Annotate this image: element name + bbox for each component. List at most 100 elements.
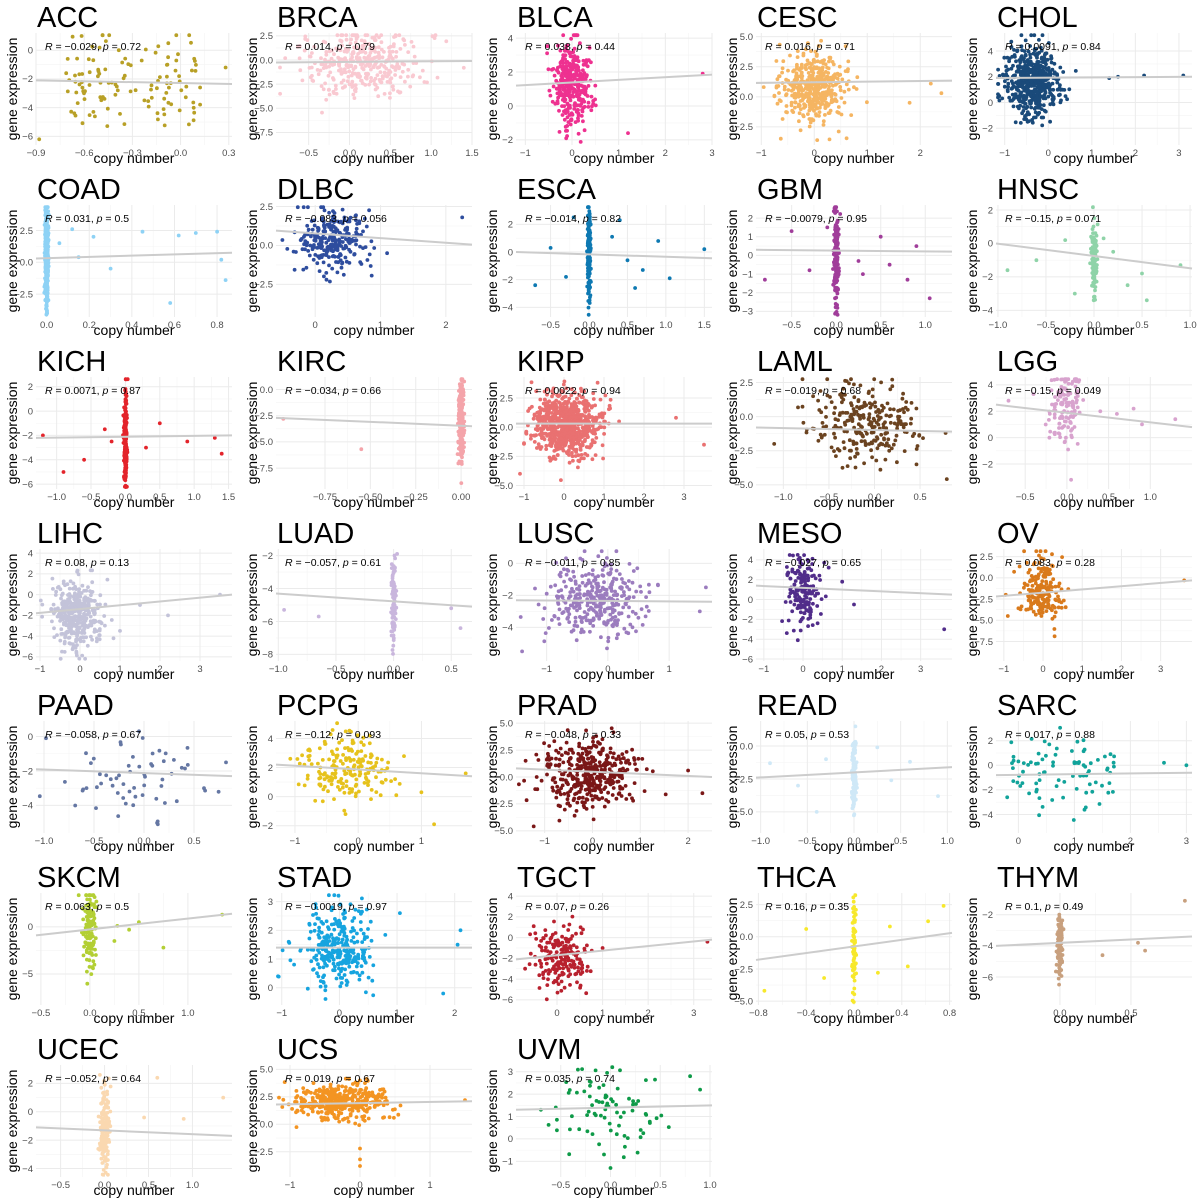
data-point [352,252,357,256]
data-point [1048,119,1052,124]
data-point [323,229,328,234]
panel-title: CESC [757,2,838,34]
data-point [382,64,386,69]
data-point [388,77,393,82]
data-point [583,62,588,67]
data-point [800,404,805,409]
data-point [833,302,838,306]
data-point [585,425,590,430]
data-point [839,112,844,117]
data-point [813,88,818,93]
data-point [579,73,583,77]
data-point [347,69,352,74]
data-point [912,431,917,436]
annotation-r-symbol: R [45,213,53,225]
data-point [44,246,48,251]
data-point [166,100,171,105]
data-point [1044,67,1049,72]
data-point [108,266,113,271]
data-point [189,40,193,45]
data-point [640,268,645,272]
data-point [849,377,853,382]
data-point [656,239,661,243]
data-point [817,110,822,114]
data-point [359,49,364,54]
data-point [560,77,565,82]
data-point [828,90,833,95]
data-point [564,129,568,133]
data-point [816,398,820,403]
data-point [1021,93,1026,98]
data-point [1052,415,1057,420]
data-point [795,55,800,59]
data-point [836,129,841,134]
data-point [125,377,130,382]
data-point [554,440,558,445]
data-point [336,254,341,259]
data-point [888,420,893,425]
data-point [772,442,777,446]
panel-title: BLCA [517,2,593,34]
data-point [927,296,932,301]
data-point [304,265,309,270]
data-point [806,112,810,116]
data-point [821,90,826,95]
data-point [792,92,797,96]
data-point [810,68,815,72]
data-point [840,410,845,415]
data-point [107,33,112,38]
data-point [388,96,392,100]
data-point [115,88,120,93]
data-point [550,438,555,443]
annotation-r-value: = −0.083, [293,213,343,225]
data-point [581,58,586,63]
data-point [581,68,585,73]
data-point [833,288,837,293]
data-point [312,44,317,49]
data-point [1067,87,1072,92]
data-point [382,50,386,54]
data-point [852,85,856,90]
data-point [72,111,77,116]
data-point [833,296,837,301]
points-coad [42,205,228,317]
data-point [1018,121,1023,125]
data-point [804,47,808,52]
data-point [587,46,592,50]
data-point [560,396,565,401]
data-point [459,481,464,485]
annotation-p-value: = 0.72 [109,41,142,53]
data-point [400,69,405,74]
panel-title: KIRP [517,346,585,378]
data-point [366,42,371,46]
data-point [457,430,462,435]
data-point [43,232,47,237]
data-point [1032,106,1037,111]
x-axis-label: copy number [334,150,415,166]
x-tick-label: 1.5 [698,320,711,331]
data-point [568,95,573,99]
data-point [335,270,340,275]
data-point [380,76,385,81]
x-axis-label: copy number [1054,322,1135,338]
annotation-p-value: = 0.071 [1063,213,1101,225]
data-point [564,44,569,49]
data-point [835,241,840,246]
data-point [146,99,151,103]
y-tick-label: −3 [742,307,753,318]
data-point [1048,87,1052,91]
data-point [582,99,587,104]
data-point [586,305,591,310]
data-point [1021,109,1026,113]
data-point [886,437,891,442]
data-point [567,75,572,80]
data-point [772,94,777,99]
data-point [579,414,584,418]
data-point [1032,33,1037,38]
data-point [561,33,566,38]
data-point [578,140,583,144]
data-point [576,131,581,136]
data-point [80,72,85,76]
data-point [593,83,598,88]
data-point [333,242,338,246]
